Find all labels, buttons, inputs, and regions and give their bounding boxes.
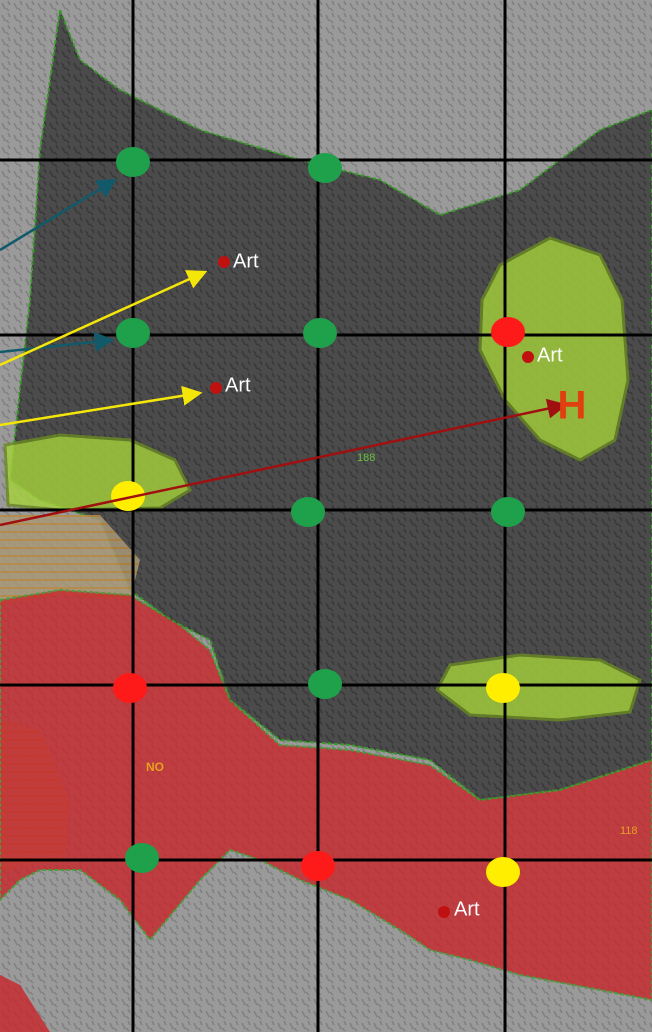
area-label: 118: [620, 825, 638, 837]
area-label: 188: [357, 452, 375, 464]
no-go-zone: [0, 975, 50, 1032]
zone-label: NO: [146, 760, 164, 774]
artefact-label: Art: [225, 374, 251, 396]
hatched-area: [0, 515, 140, 605]
artefact-label: Art: [233, 250, 259, 272]
forest-texture: [10, 10, 652, 800]
artefacts: [210, 256, 534, 918]
clearing: [435, 653, 642, 722]
artefact-label: Art: [537, 344, 563, 366]
no-go-zone: [0, 588, 652, 1002]
artefact-label: Art: [454, 898, 480, 920]
clearing: [478, 236, 630, 462]
arrows: [0, 178, 568, 527]
helipad: H: [558, 384, 587, 428]
grid-points: [111, 147, 525, 887]
